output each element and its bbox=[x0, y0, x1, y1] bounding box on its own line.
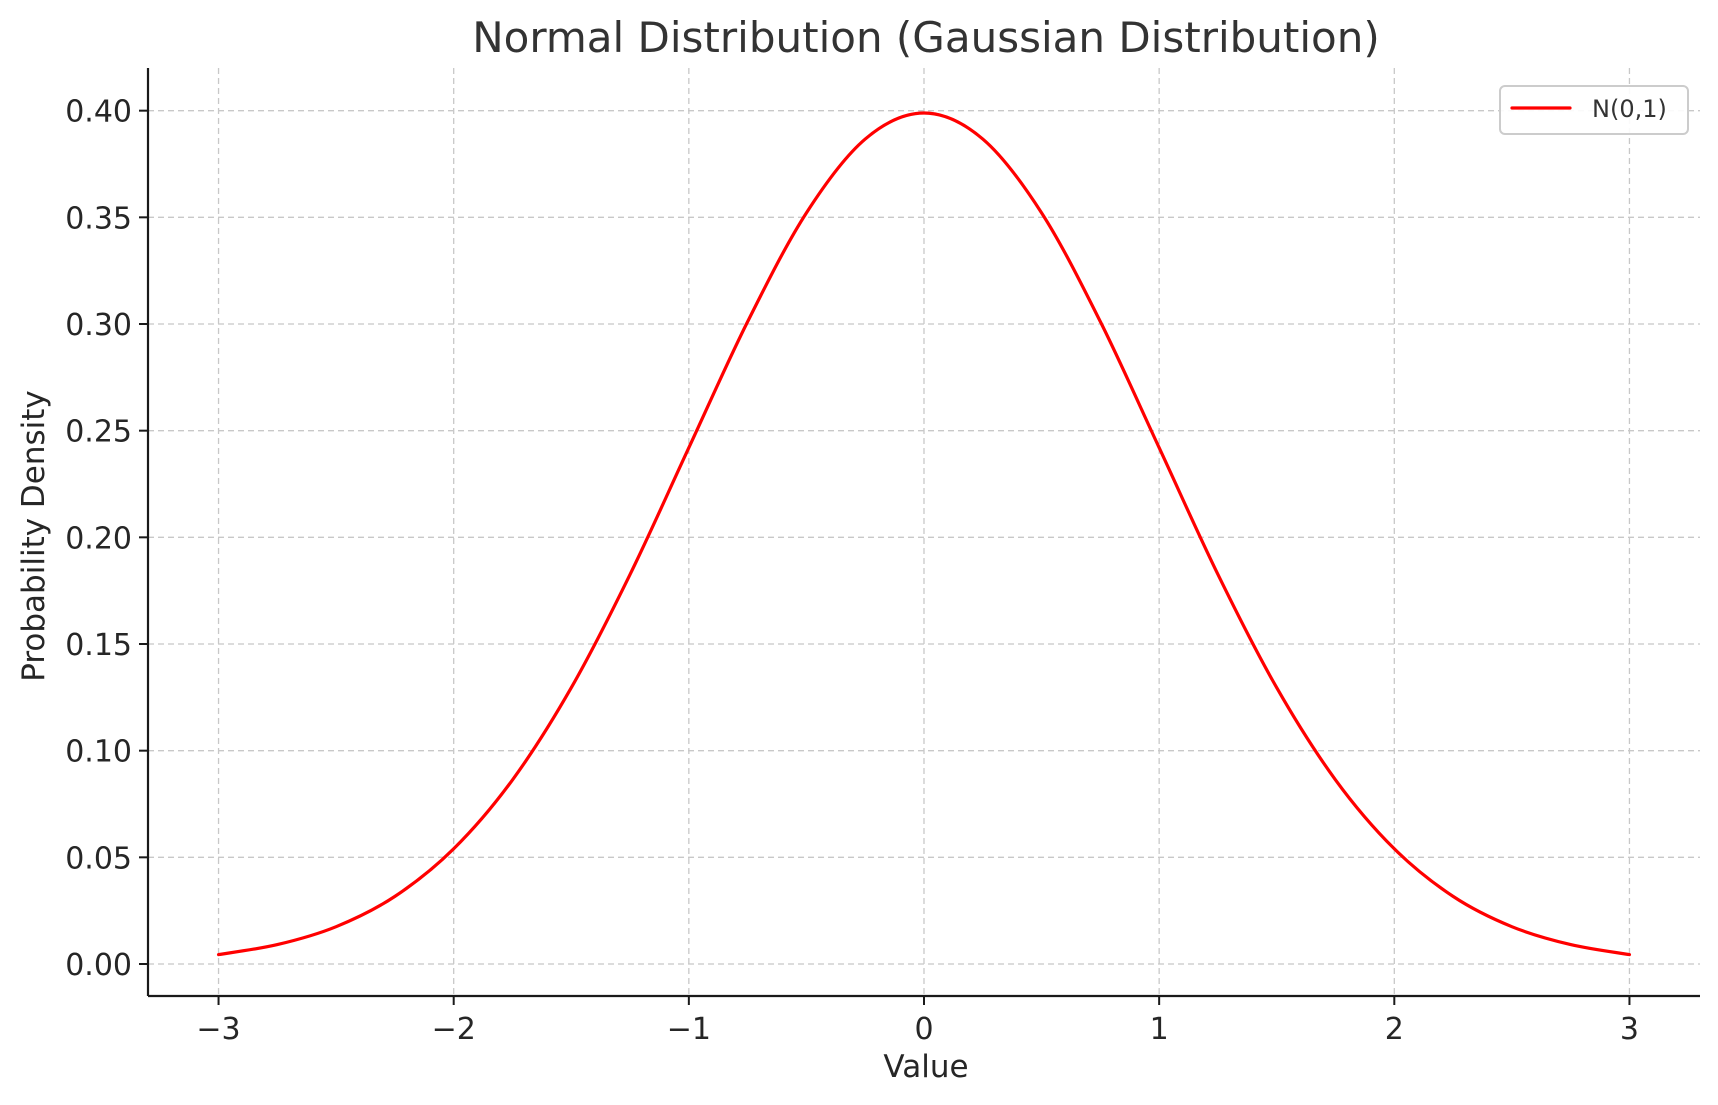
y-tick-label: 0.30 bbox=[65, 308, 132, 343]
legend: N(0,1) bbox=[1499, 85, 1689, 135]
y-tick-label: 0.10 bbox=[65, 735, 132, 770]
x-tick-label: 0 bbox=[914, 1012, 933, 1047]
y-tick-label: 0.20 bbox=[65, 521, 132, 556]
y-axis-label: Probability Density bbox=[16, 390, 52, 682]
legend-box bbox=[1499, 85, 1689, 135]
x-tick-label: −2 bbox=[432, 1012, 476, 1047]
series-line-n01 bbox=[216, 111, 1632, 957]
y-tick-label: 0.25 bbox=[65, 415, 132, 450]
grid-layer bbox=[148, 68, 1700, 996]
y-tick-label: 0.35 bbox=[65, 201, 132, 236]
x-tick-label: 3 bbox=[1620, 1012, 1639, 1047]
x-tick-label: 2 bbox=[1385, 1012, 1404, 1047]
chart-title: Normal Distribution (Gaussian Distributi… bbox=[472, 13, 1380, 62]
y-tick-label: 0.40 bbox=[65, 95, 132, 130]
x-axis-label: Value bbox=[883, 1049, 968, 1085]
y-tick-label: 0.00 bbox=[65, 948, 132, 983]
x-tick-label: 1 bbox=[1150, 1012, 1169, 1047]
y-tick-label: 0.15 bbox=[65, 628, 132, 663]
x-tick-label: −3 bbox=[196, 1012, 240, 1047]
x-tick-label: −1 bbox=[667, 1012, 711, 1047]
series-layer bbox=[216, 111, 1632, 957]
tick-layer: −3 −2 −1 0 1 2 3 0.00 0.05 0.10 0.15 0.20 0.25 0.30 0.… bbox=[65, 95, 1639, 1047]
legend-label-n01: N(0,1) bbox=[1592, 95, 1667, 123]
y-tick-label: 0.05 bbox=[65, 841, 132, 876]
